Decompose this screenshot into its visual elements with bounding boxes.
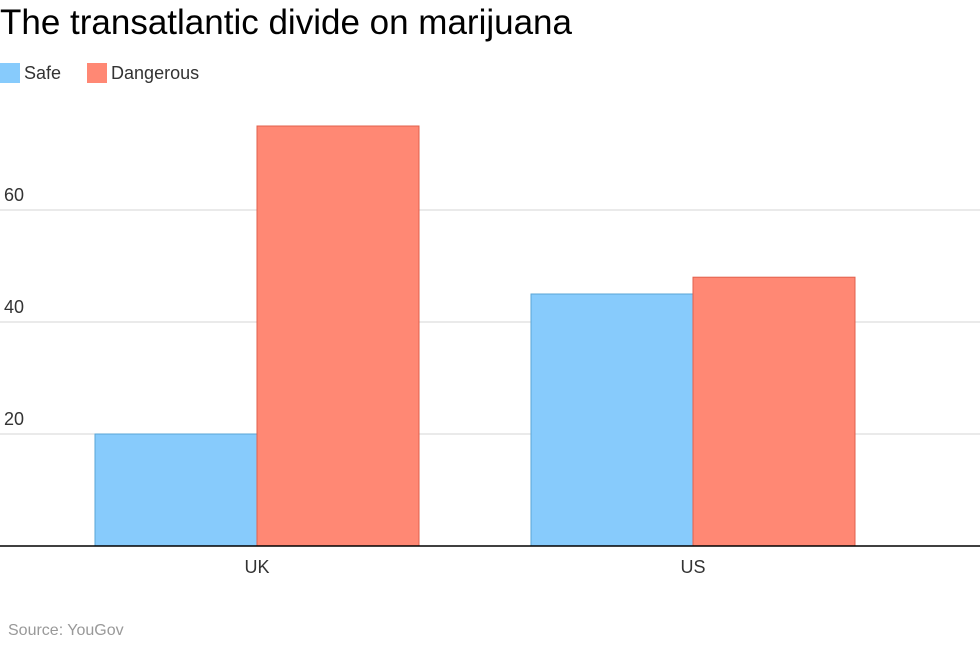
x-tick-label-uk: UK <box>244 557 269 577</box>
bar-safe-uk <box>94 433 258 547</box>
chart-title: The transatlantic divide on marijuana <box>0 3 572 42</box>
legend-swatch-safe <box>0 63 20 83</box>
y-tick-label-40: 40 <box>4 297 24 317</box>
legend-label-dangerous: Dangerous <box>111 62 200 83</box>
y-tick-label-60: 60 <box>4 185 24 205</box>
bar-dangerous-us <box>692 276 856 547</box>
bar-safe-us <box>530 293 694 547</box>
source-note: Source: YouGov <box>8 622 124 639</box>
legend-label-safe: Safe <box>24 62 62 83</box>
legend-item-dangerous: Dangerous <box>87 63 199 84</box>
bar-dangerous-uk <box>256 125 420 547</box>
legend-swatch-dangerous <box>87 63 108 83</box>
y-tick-label-20: 20 <box>4 409 24 429</box>
x-tick-label-us: US <box>680 557 705 577</box>
legend-item-safe: Safe <box>0 63 61 84</box>
legend: Safe Dangerous <box>0 62 225 84</box>
